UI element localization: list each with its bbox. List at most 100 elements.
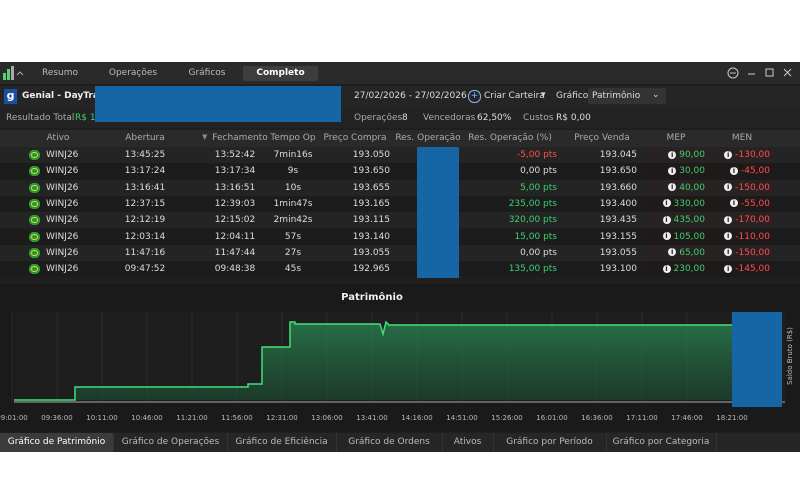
chart-panel: 09:01:0009:36:0010:11:0010:46:0011:21:00…	[0, 284, 800, 432]
table-row[interactable]: WINJ2612:12:1912:15:022min42s193.115320,…	[0, 212, 800, 228]
cell-text: WINJ26	[46, 199, 78, 209]
tab[interactable]: Completo	[243, 66, 318, 81]
table-row[interactable]: WINJ2611:47:1611:47:4427s193.0550,00 pts…	[0, 245, 800, 261]
table-row[interactable]: WINJ2613:45:2513:52:427min16s193.050-5,0…	[0, 147, 800, 163]
table-cell: 193.435	[600, 212, 637, 228]
cell-text: 30,00	[679, 166, 705, 176]
table-cell: i-145,00	[724, 261, 770, 277]
stat-label: Operações	[354, 113, 402, 123]
column-header[interactable]: Res. Operação (%)	[468, 130, 552, 146]
info-icon: i	[663, 265, 671, 273]
cell-text: 193.435	[600, 215, 637, 225]
cell-text: 65,00	[679, 248, 705, 258]
column-header[interactable]: Fechamento	[212, 130, 267, 146]
table-row[interactable]: WINJ2612:03:1412:04:1157s193.14015,00 pt…	[0, 229, 800, 245]
add-icon[interactable]: +	[468, 90, 481, 103]
tab[interactable]: Gráficos	[174, 66, 240, 81]
x-tick-label: 16:01:00	[536, 414, 567, 422]
table-cell: 193.155	[600, 229, 637, 245]
column-header[interactable]: Preço Compra	[323, 130, 386, 146]
table-cell: i-150,00	[724, 180, 770, 196]
info-icon: i	[724, 265, 732, 273]
table-cell: 13:16:51	[215, 180, 255, 196]
cell-text: 13:16:41	[125, 183, 165, 193]
column-header[interactable]: Abertura	[125, 130, 165, 146]
table-cell: 193.140	[353, 229, 390, 245]
table-cell: 1min47s	[274, 196, 313, 212]
bottom-tab[interactable]: Gráfico de Ordens	[336, 433, 443, 452]
table-row[interactable]: WINJ2613:16:4113:16:5110s193.6555,00 pts…	[0, 180, 800, 196]
cell-text: 45s	[285, 264, 301, 274]
table-cell: i-130,00	[724, 147, 770, 163]
table-cell: i30,00	[668, 163, 705, 179]
cell-text: 90,00	[679, 150, 705, 160]
column-header[interactable]: Tempo Op	[270, 130, 315, 146]
x-tick-label: 16:36:00	[581, 414, 612, 422]
table-cell: 7min16s	[274, 147, 313, 163]
table-cell: 5,00 pts	[520, 180, 557, 196]
cell-text: WINJ26	[46, 264, 78, 274]
bottom-tab[interactable]: Gráfico por Categoria	[606, 433, 717, 452]
y-axis-label: Saldo Bruto (R$)	[786, 327, 794, 385]
cell-text: 193.650	[353, 166, 390, 176]
table-cell: 9s	[288, 163, 298, 179]
info-icon: i	[663, 216, 671, 224]
cell-text: 12:39:03	[215, 199, 255, 209]
tab[interactable]: Operações	[104, 66, 162, 81]
table-cell: WINJ26	[46, 212, 78, 228]
bottom-tab[interactable]: Gráfico de Patrimônio	[0, 433, 114, 452]
bottom-tab[interactable]: Gráfico de Eficiência	[227, 433, 337, 452]
cell-text: 193.165	[353, 199, 390, 209]
column-header[interactable]: Preço Venda	[574, 130, 630, 146]
table-cell: 0,00 pts	[520, 163, 557, 179]
cell-text: 105,00	[674, 232, 706, 242]
cell-text: 13:17:34	[215, 166, 255, 176]
table-cell: 193.655	[353, 180, 390, 196]
cell-text: 320,00 pts	[509, 215, 557, 225]
column-header[interactable]: Ativo	[47, 130, 70, 146]
window-controls[interactable]	[726, 66, 796, 80]
column-header[interactable]: MEN	[732, 130, 752, 146]
cell-text: 10s	[285, 183, 301, 193]
bottom-tab[interactable]: Gráfico de Operações	[114, 433, 228, 452]
cell-text: 5,00 pts	[520, 183, 557, 193]
info-icon: i	[724, 183, 732, 191]
bottom-tab[interactable]: Ativos	[442, 433, 494, 452]
cell-text: 193.660	[600, 183, 637, 193]
table-cell: -5,00 pts	[517, 147, 557, 163]
dropdown-arrow: ▾	[541, 90, 546, 100]
cell-text: 193.045	[600, 150, 637, 160]
table-cell: 12:12:19	[125, 212, 165, 228]
bottom-tab[interactable]: Gráfico por Período	[493, 433, 607, 452]
info-icon: i	[724, 248, 732, 256]
x-tick-label: 13:41:00	[356, 414, 387, 422]
table-cell: 12:37:15	[125, 196, 165, 212]
chart-select[interactable]: Patrimônio ⌄	[588, 88, 666, 104]
table-cell: WINJ26	[46, 245, 78, 261]
cell-text: 0,00 pts	[520, 166, 557, 176]
account-name[interactable]: Genial - DayTrad	[22, 91, 105, 101]
cell-text: 2min42s	[274, 215, 313, 225]
table-cell: WINJ26	[46, 196, 78, 212]
x-tick-label: 13:06:00	[311, 414, 342, 422]
column-header[interactable]: Res. Operação	[395, 130, 460, 146]
date-range[interactable]: 27/02/2026 - 27/02/2026	[354, 91, 467, 101]
table-row[interactable]: WINJ2612:37:1512:39:031min47s193.165235,…	[0, 196, 800, 212]
cell-text: 11:47:44	[215, 248, 255, 258]
tab[interactable]: Resumo	[38, 66, 82, 81]
flag-icon	[29, 215, 40, 225]
table-cell: 13:45:25	[125, 147, 165, 163]
table-cell: i-150,00	[724, 245, 770, 261]
cell-text: 193.100	[600, 264, 637, 274]
cell-text: 27s	[285, 248, 301, 258]
table-row[interactable]: WINJ2609:47:5209:48:3845s192.965135,00 p…	[0, 261, 800, 277]
create-portfolio[interactable]: Criar Carteira	[484, 91, 545, 101]
info-icon: i	[663, 232, 671, 240]
table-row[interactable]: WINJ2613:17:2413:17:349s193.6500,00 pts1…	[0, 163, 800, 179]
table-cell: 193.660	[600, 180, 637, 196]
table-header: ▼ AtivoAberturaFechamentoTempo OpPreço C…	[0, 130, 800, 147]
column-header[interactable]: MEP	[667, 130, 686, 146]
cell-text: -5,00 pts	[517, 150, 557, 160]
table-cell: 193.115	[353, 212, 390, 228]
x-tick-label: 15:26:00	[491, 414, 522, 422]
